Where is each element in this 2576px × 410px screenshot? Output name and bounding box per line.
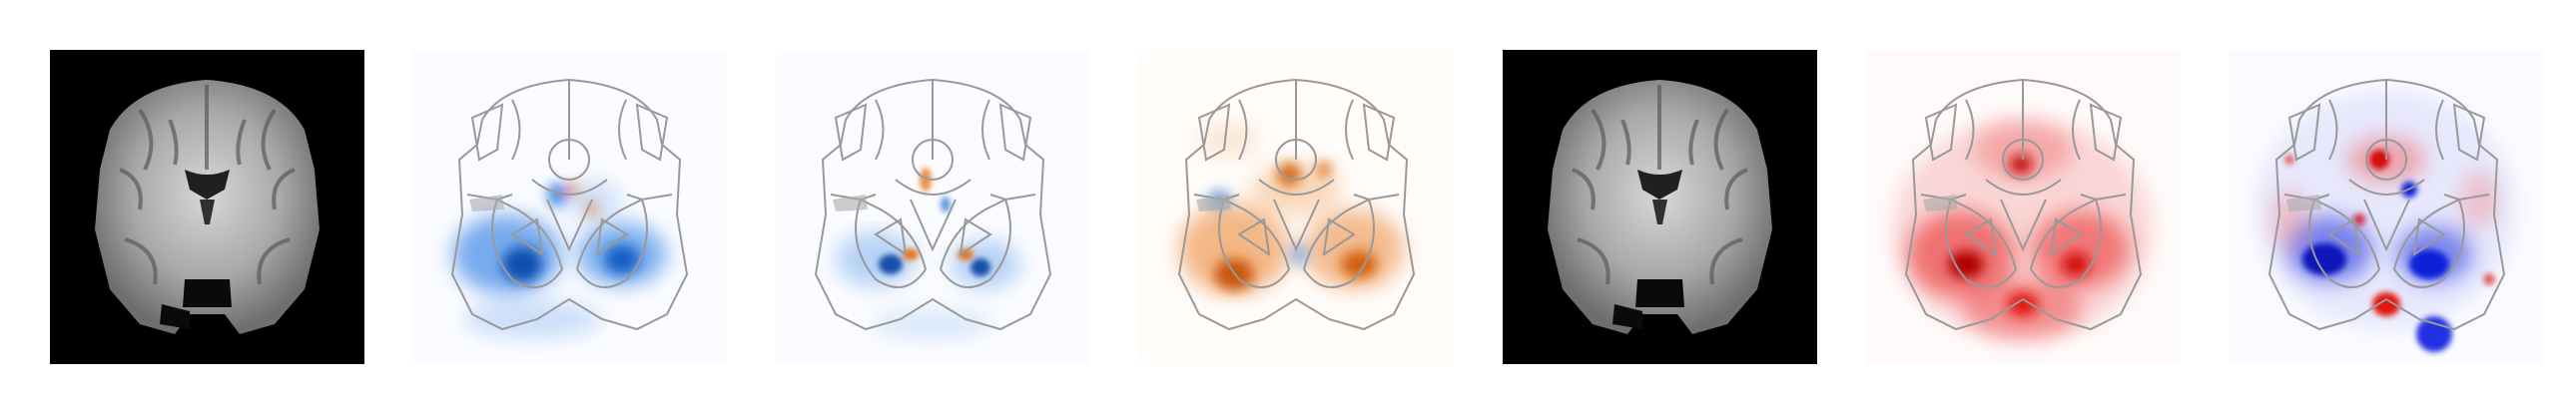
anatomy-panel-right bbox=[1503, 50, 1817, 364]
anatomy-panel-left bbox=[50, 50, 364, 364]
saliency-panel-blue bbox=[412, 50, 727, 364]
saliency-map bbox=[1139, 50, 1454, 364]
mri-coronal-slice bbox=[1503, 50, 1817, 364]
saliency-map bbox=[1866, 50, 2181, 364]
mri-coronal-slice bbox=[50, 50, 364, 364]
saliency-panel-red bbox=[1866, 50, 2181, 364]
saliency-panel-orange bbox=[1139, 50, 1454, 364]
saliency-map bbox=[412, 50, 727, 364]
saliency-map bbox=[776, 50, 1090, 364]
saliency-panel-mixed bbox=[776, 50, 1090, 364]
saliency-map bbox=[2230, 50, 2544, 364]
saliency-panel-blue-red bbox=[2230, 50, 2544, 364]
